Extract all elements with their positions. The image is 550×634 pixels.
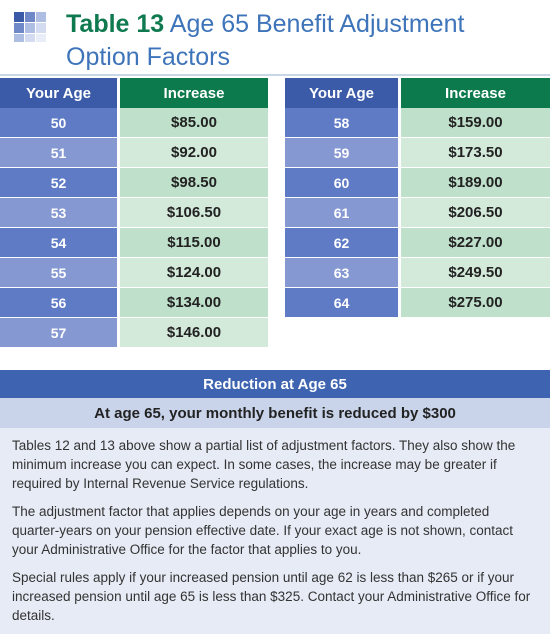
table-row: 51 $92.00 (0, 138, 268, 168)
table-header-row: Your Age Increase (0, 78, 268, 108)
age-cell: 57 (0, 318, 117, 348)
age-cell: 52 (0, 168, 117, 198)
age-cell: 59 (285, 138, 398, 168)
age-column-header: Your Age (0, 78, 117, 108)
increase-cell: $115.00 (120, 228, 268, 258)
note-paragraph: Tables 12 and 13 above show a partial li… (12, 438, 516, 491)
table-header-row: Your Age Increase (285, 78, 550, 108)
reduction-header: Reduction at Age 65 (0, 370, 550, 398)
table-row: 64 $275.00 (285, 288, 550, 318)
table-row: 53 $106.50 (0, 198, 268, 228)
increase-cell: $92.00 (120, 138, 268, 168)
table-row: 56 $134.00 (0, 288, 268, 318)
increase-cell: $159.00 (401, 108, 550, 138)
increase-cell: $206.50 (401, 198, 550, 228)
table-number: Table 13 (66, 10, 165, 38)
increase-cell: $146.00 (120, 318, 268, 348)
age-cell: 61 (285, 198, 398, 228)
age-cell: 62 (285, 228, 398, 258)
table-row: 54 $115.00 (0, 228, 268, 258)
increase-cell: $227.00 (401, 228, 550, 258)
table-row: 57 $146.00 (0, 318, 268, 348)
table-row: 62 $227.00 (285, 228, 550, 258)
increase-cell: $249.50 (401, 258, 550, 288)
title-text-line2: Option Factors (66, 43, 230, 71)
age-cell: 55 (0, 258, 117, 288)
page-title: Table 13 Age 65 Benefit Adjustment (66, 10, 464, 39)
increase-cell: $275.00 (401, 288, 550, 318)
increase-cell: $98.50 (120, 168, 268, 198)
age-cell: 60 (285, 168, 398, 198)
table-row: 50 $85.00 (0, 108, 268, 138)
table-row: 63 $249.50 (285, 258, 550, 288)
table-row: 52 $98.50 (0, 168, 268, 198)
table-row: 55 $124.00 (0, 258, 268, 288)
age-cell: 51 (0, 138, 117, 168)
age-column-header: Your Age (285, 78, 398, 108)
table-logo-icon (14, 12, 48, 42)
age-cell: 56 (0, 288, 117, 318)
age-cell: 50 (0, 108, 117, 138)
note-paragraph: The adjustment factor that applies depen… (12, 504, 514, 557)
age-cell: 54 (0, 228, 117, 258)
age-cell: 53 (0, 198, 117, 228)
increase-cell: $124.00 (120, 258, 268, 288)
table-row: 60 $189.00 (285, 168, 550, 198)
age-cell: 58 (285, 108, 398, 138)
table-row: 61 $206.50 (285, 198, 550, 228)
title-divider (0, 74, 550, 76)
table-row: 59 $173.50 (285, 138, 550, 168)
increase-cell: $173.50 (401, 138, 550, 168)
left-factor-table: Your Age Increase 50 $85.00 51 $92.00 52 $98.… (0, 78, 268, 348)
reduction-statement: At age 65, your monthly benefit is reduc… (0, 398, 550, 428)
age-cell: 64 (285, 288, 398, 318)
right-factor-table: Your Age Increase 58 $159.00 59 $173.50 60 $1… (285, 78, 550, 318)
age-cell: 63 (285, 258, 398, 288)
table-row: 58 $159.00 (285, 108, 550, 138)
increase-column-header: Increase (401, 78, 550, 108)
notes-section: Tables 12 and 13 above show a partial li… (0, 428, 550, 634)
note-paragraph: Special rules apply if your increased pe… (12, 570, 531, 623)
table-title-block: Table 13 Age 65 Benefit Adjustment Optio… (14, 8, 544, 74)
increase-cell: $106.50 (120, 198, 268, 228)
increase-column-header: Increase (120, 78, 268, 108)
title-text-line1: Age 65 Benefit Adjustment (169, 10, 465, 38)
increase-cell: $85.00 (120, 108, 268, 138)
increase-cell: $134.00 (120, 288, 268, 318)
increase-cell: $189.00 (401, 168, 550, 198)
